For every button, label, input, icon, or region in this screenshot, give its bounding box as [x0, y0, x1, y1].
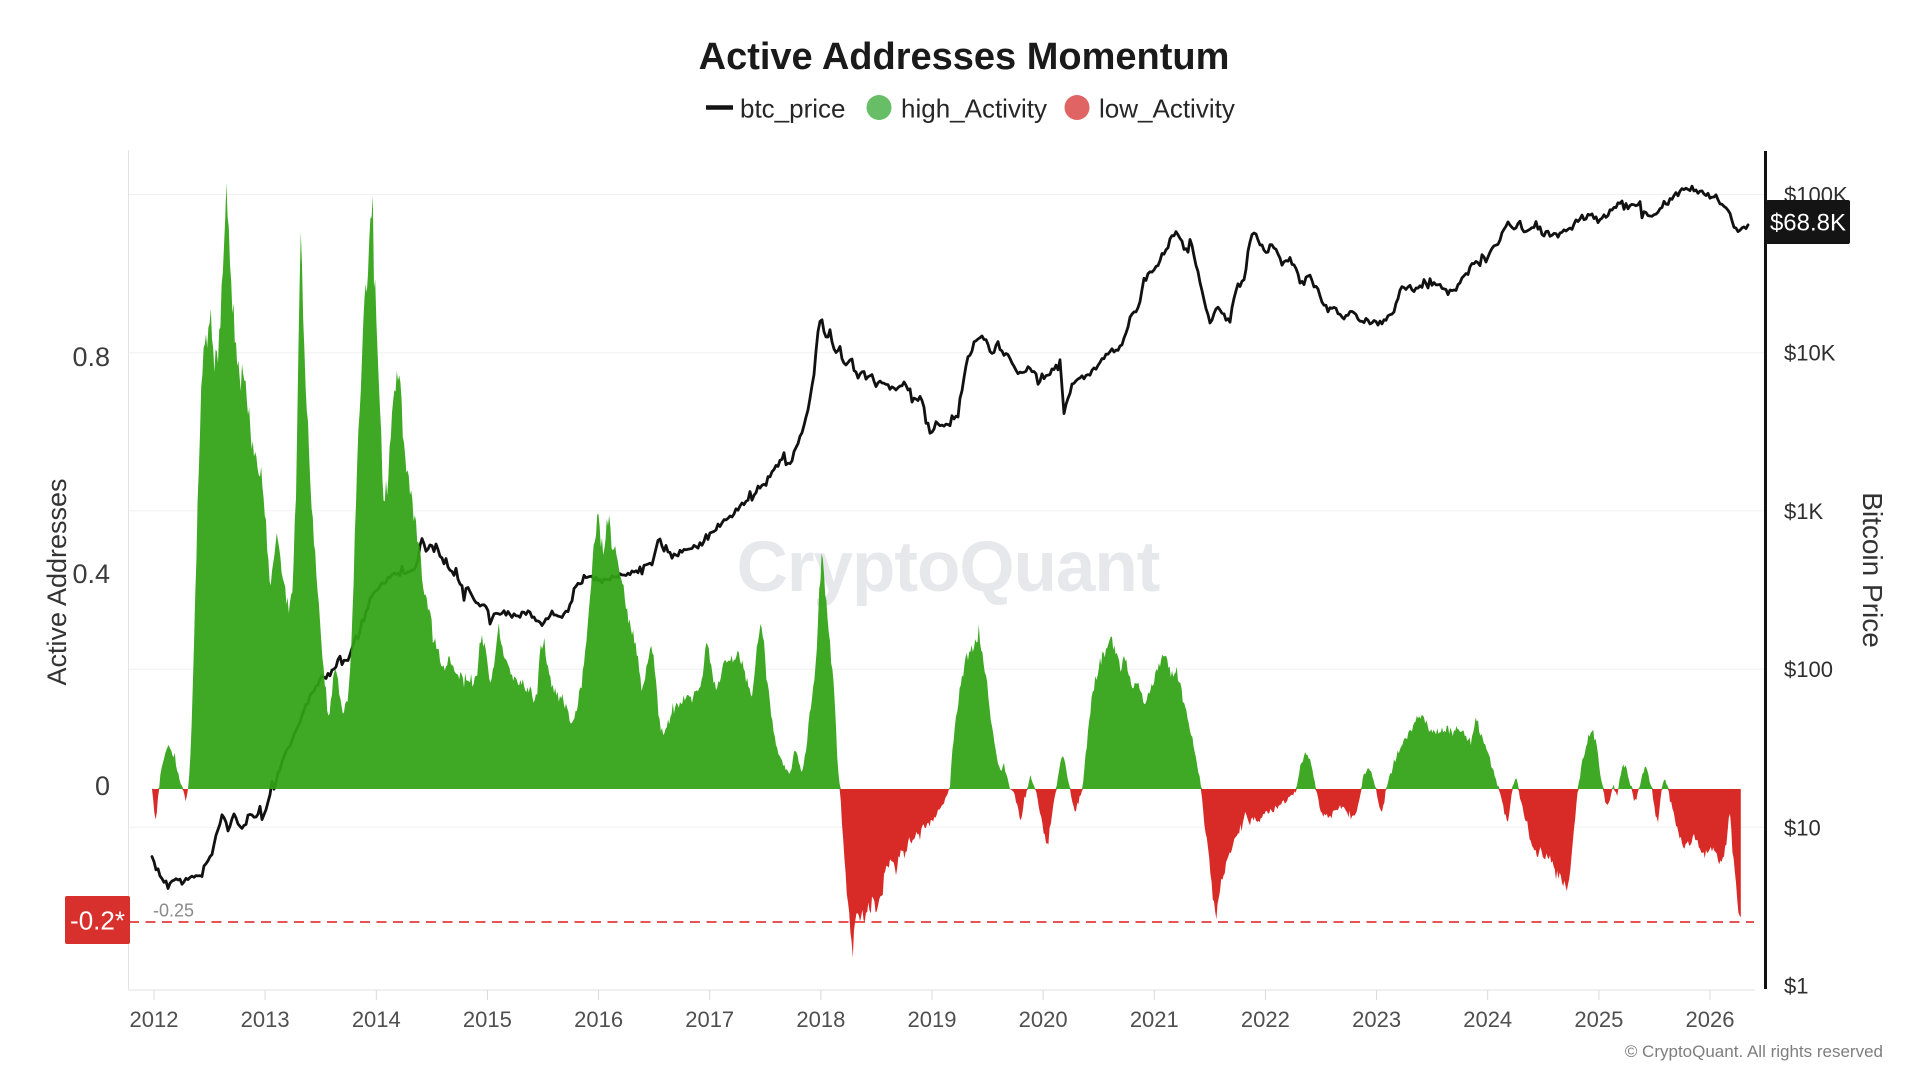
svg-text:0.4: 0.4 [72, 559, 110, 589]
svg-text:-0.25: -0.25 [153, 901, 194, 921]
svg-text:high_Activity: high_Activity [901, 94, 1047, 124]
svg-text:$10K: $10K [1784, 341, 1836, 366]
svg-text:2018: 2018 [796, 1007, 845, 1032]
svg-text:0.8: 0.8 [72, 342, 110, 372]
svg-text:2015: 2015 [463, 1007, 512, 1032]
svg-text:2023: 2023 [1352, 1007, 1401, 1032]
svg-text:0: 0 [95, 771, 110, 801]
svg-text:2017: 2017 [685, 1007, 734, 1032]
svg-text:2024: 2024 [1463, 1007, 1512, 1032]
svg-text:2022: 2022 [1241, 1007, 1290, 1032]
svg-text:Bitcoin Price: Bitcoin Price [1857, 492, 1888, 648]
svg-text:2016: 2016 [574, 1007, 623, 1032]
svg-text:© CryptoQuant. All rights rese: © CryptoQuant. All rights reserved [1625, 1042, 1883, 1061]
svg-text:CryptoQuant: CryptoQuant [737, 528, 1160, 607]
svg-text:2020: 2020 [1019, 1007, 1068, 1032]
svg-text:2025: 2025 [1574, 1007, 1623, 1032]
svg-text:Active Addresses Momentum: Active Addresses Momentum [699, 36, 1230, 78]
svg-text:2013: 2013 [241, 1007, 290, 1032]
svg-text:low_Activity: low_Activity [1099, 94, 1235, 124]
svg-text:$1: $1 [1784, 974, 1808, 999]
svg-text:$100: $100 [1784, 657, 1833, 682]
svg-text:$10: $10 [1784, 815, 1821, 840]
svg-text:2021: 2021 [1130, 1007, 1179, 1032]
svg-text:btc_price: btc_price [740, 94, 846, 124]
svg-text:$1K: $1K [1784, 499, 1823, 524]
svg-text:2026: 2026 [1686, 1007, 1735, 1032]
svg-text:2019: 2019 [908, 1007, 957, 1032]
svg-text:-0.2*: -0.2* [70, 906, 125, 936]
svg-text:2014: 2014 [352, 1007, 401, 1032]
svg-text:2012: 2012 [130, 1007, 179, 1032]
svg-text:$68.8K: $68.8K [1770, 210, 1846, 237]
svg-text:Active Addresses: Active Addresses [42, 478, 72, 685]
